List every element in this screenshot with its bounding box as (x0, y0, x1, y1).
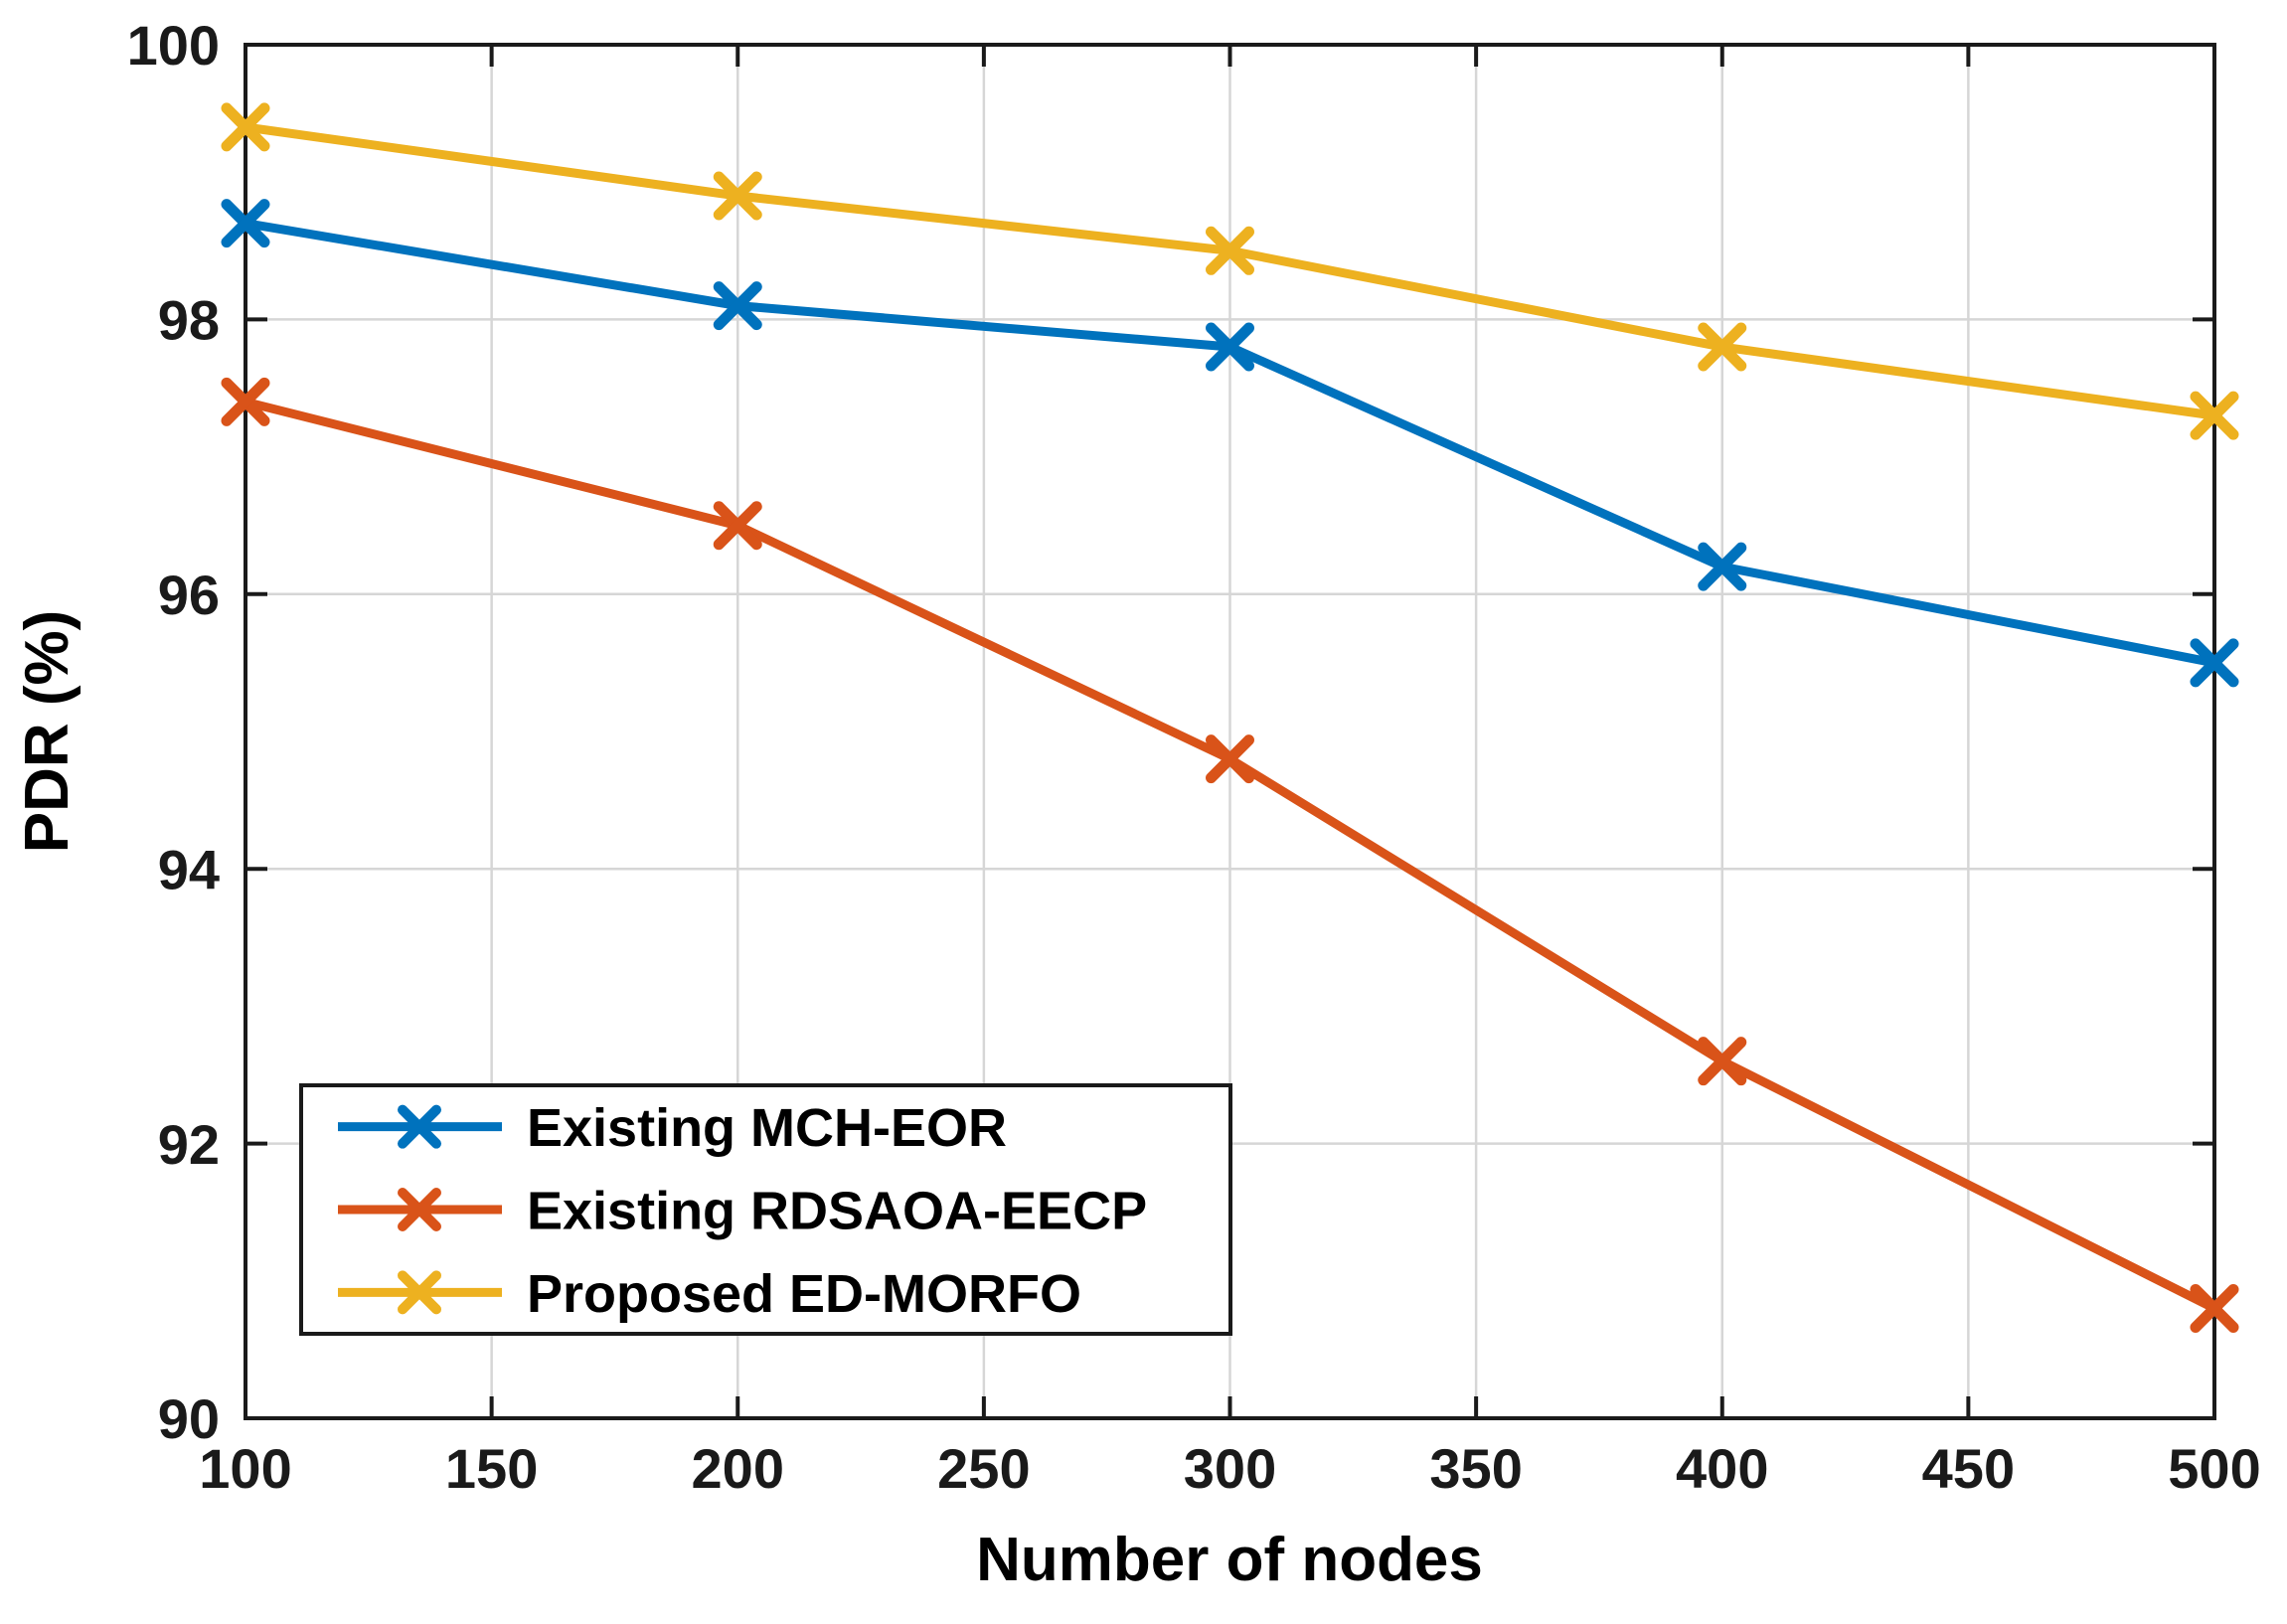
legend-item-existing-mch-eor: Existing MCH-EOR (338, 1098, 1007, 1158)
tick-label-layer: 100 150 200 250 300 350 400 450 500 90 92 94 96 98 100 (127, 14, 2261, 1500)
data-point-marker-proposed-ed-morfo (713, 171, 762, 221)
data-point-marker-existing-rdsaoa-eecp (221, 377, 270, 426)
data-point-marker-existing-rdsaoa-eecp (1206, 734, 1254, 784)
data-point-marker-existing-mch-eor (1206, 322, 1254, 372)
y-tick-label: 98 (158, 289, 220, 352)
data-point-marker-existing-mch-eor (1698, 542, 1747, 591)
x-tick-label: 100 (199, 1437, 291, 1500)
data-point-marker-proposed-ed-morfo (1206, 226, 1254, 275)
data-point-marker-existing-rdsaoa-eecp (1698, 1037, 1747, 1086)
data-point-marker-existing-mch-eor (2190, 638, 2239, 688)
axes-frame-layer (244, 43, 2216, 1420)
y-tick-label: 92 (158, 1113, 220, 1176)
data-point-marker-proposed-ed-morfo (221, 102, 270, 152)
legend-label: Existing MCH-EOR (527, 1098, 1007, 1158)
x-tick-label: 200 (692, 1437, 784, 1500)
series-layer (221, 102, 2239, 1333)
legend-x-marker-icon (398, 1270, 441, 1315)
data-point-marker-proposed-ed-morfo (2190, 391, 2239, 440)
data-point-marker-existing-mch-eor (713, 281, 762, 331)
legend-x-marker-icon (398, 1104, 441, 1149)
legend-item-existing-rdsaoa-eecp: Existing RDSAOA-EECP (338, 1181, 1147, 1240)
series-existing-mch-eor (221, 199, 2239, 688)
x-tick-label: 350 (1429, 1437, 1522, 1500)
y-tick-label: 90 (158, 1387, 220, 1450)
grid-layer (245, 45, 2214, 1418)
legend-layer: Existing MCH-EOR Existing RDSAOA-EECP Prop… (299, 1083, 1232, 1336)
x-tick-label: 500 (2168, 1437, 2260, 1500)
legend-label: Existing RDSAOA-EECP (527, 1181, 1147, 1240)
x-tick-label: 400 (1676, 1437, 1768, 1500)
x-tick-label: 150 (445, 1437, 538, 1500)
series-proposed-ed-morfo (221, 102, 2239, 440)
y-tick-label: 100 (127, 14, 220, 77)
data-point-marker-existing-rdsaoa-eecp (2190, 1283, 2239, 1333)
data-point-marker-existing-mch-eor (221, 199, 270, 248)
data-point-marker-proposed-ed-morfo (1698, 322, 1747, 372)
x-axis-label: Number of nodes (976, 1526, 1483, 1594)
data-point-marker-existing-rdsaoa-eecp (713, 501, 762, 551)
y-tick-label: 94 (158, 838, 220, 900)
x-tick-label: 450 (1922, 1437, 2015, 1500)
y-axis-label: PDR (%) (13, 610, 82, 854)
x-tick-label: 250 (937, 1437, 1030, 1500)
legend-label: Proposed ED-MORFO (527, 1264, 1081, 1324)
y-tick-label: 96 (158, 564, 220, 626)
legend-item-proposed-ed-morfo: Proposed ED-MORFO (338, 1264, 1081, 1324)
x-tick-label: 300 (1184, 1437, 1276, 1500)
legend-x-marker-icon (398, 1188, 441, 1231)
series-existing-rdsaoa-eecp (221, 377, 2239, 1333)
